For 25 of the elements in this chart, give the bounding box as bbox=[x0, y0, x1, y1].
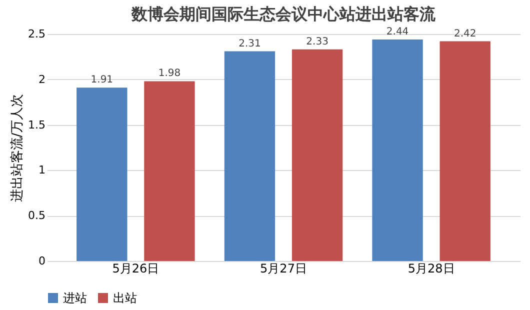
bar bbox=[76, 88, 128, 261]
legend-label: 进站 bbox=[63, 291, 87, 305]
x-tick-label: 5月28日 bbox=[408, 262, 455, 276]
data-label: 2.31 bbox=[238, 38, 261, 50]
data-label: 2.44 bbox=[386, 26, 409, 38]
bar bbox=[224, 51, 276, 261]
y-tick-label: 1 bbox=[38, 164, 46, 177]
y-axis-title: 进出站客流/万人次 bbox=[9, 94, 26, 202]
y-tick-label: 0 bbox=[38, 254, 46, 268]
data-label: 2.33 bbox=[306, 36, 328, 48]
y-tick-label: 0.5 bbox=[28, 209, 46, 222]
bar bbox=[372, 39, 423, 261]
x-tick-label: 5月26日 bbox=[112, 262, 160, 276]
y-tick-label: 2 bbox=[38, 72, 46, 86]
bar bbox=[144, 81, 195, 261]
bar bbox=[292, 49, 343, 261]
data-label: 1.91 bbox=[90, 74, 114, 86]
chart-title: 数博会期间国际生态会议中心站进出站客流 bbox=[130, 4, 436, 24]
y-tick-label: 1.5 bbox=[28, 118, 46, 132]
bar bbox=[440, 41, 490, 261]
legend-label: 出站 bbox=[113, 291, 137, 305]
x-tick-label: 5月27日 bbox=[260, 262, 307, 276]
y-tick-label: 2.5 bbox=[28, 28, 46, 40]
data-label: 1.98 bbox=[158, 68, 181, 80]
data-label: 2.42 bbox=[454, 28, 476, 40]
